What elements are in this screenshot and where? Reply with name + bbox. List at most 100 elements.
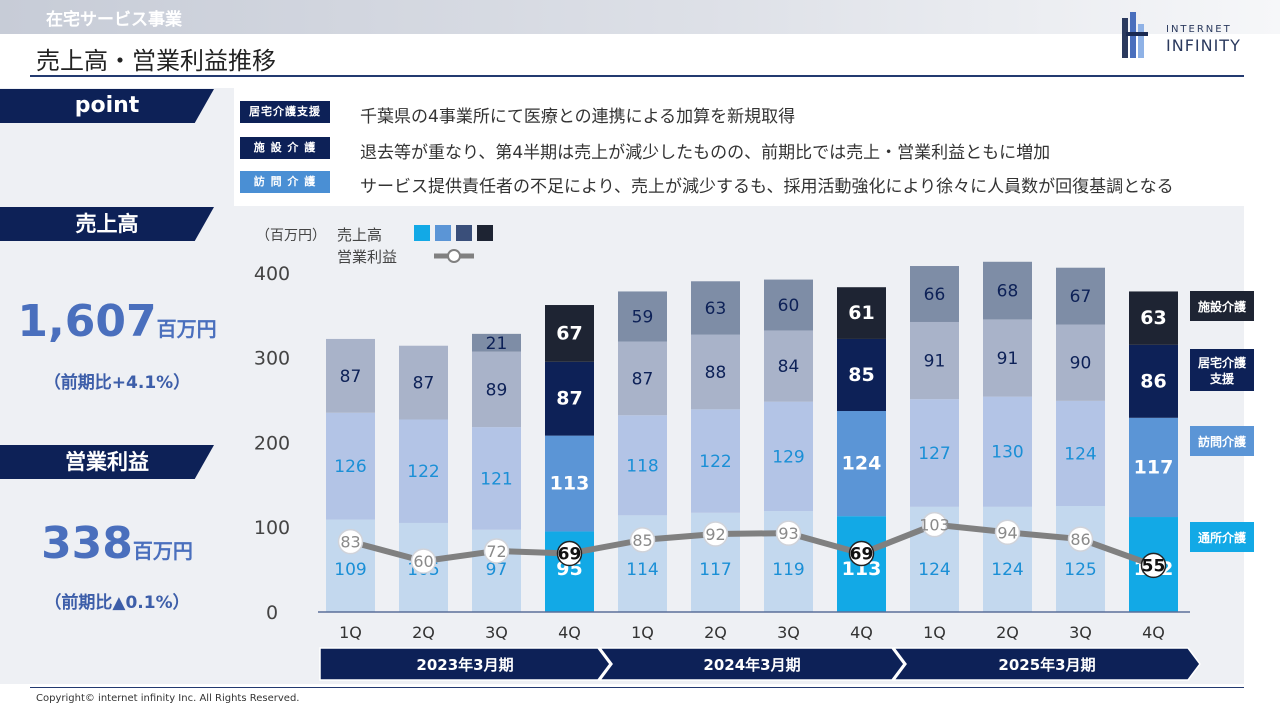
x-tick-label: 2Q — [996, 623, 1019, 642]
profit-value-label: 85 — [632, 531, 652, 550]
note-text: 退去等が重なり、第4半期は売上が減少したものの、前期比では売上・営業利益ともに増… — [360, 143, 1051, 163]
section-label: 在宅サービス事業 — [46, 10, 182, 30]
bar-value-label: 85 — [848, 364, 874, 386]
note-text: 千葉県の4事業所にて医療との連携による加算を新規取得 — [360, 107, 796, 127]
bar-segment — [545, 361, 594, 436]
x-tick-label: 1Q — [923, 623, 946, 642]
segment-label-text: 訪問介護 — [1198, 434, 1247, 449]
y-tick-label: 0 — [266, 602, 278, 624]
profit-marker — [994, 519, 1021, 546]
bar-value-label: 90 — [1070, 354, 1092, 374]
sales-yoy: （前期比+4.1%） — [43, 373, 191, 393]
y-tick-label: 400 — [254, 263, 290, 285]
y-tick-label: 100 — [254, 517, 290, 539]
title-divider — [30, 75, 1244, 77]
bar-value-label: 125 — [1064, 560, 1096, 580]
bar-value-label: 67 — [556, 322, 582, 344]
bar-segment — [983, 396, 1032, 507]
bar-segment — [472, 427, 521, 530]
bar-value-label: 87 — [556, 388, 582, 410]
bar-segment — [326, 338, 375, 413]
bar-segment — [910, 266, 959, 322]
bar-segment — [983, 261, 1032, 320]
legend-sales-swatch — [456, 225, 472, 241]
bar-value-label: 86 — [1140, 370, 1166, 392]
bar-value-label: 130 — [991, 443, 1023, 463]
bar-value-label: 113 — [550, 473, 590, 495]
bar-value-label: 97 — [486, 560, 508, 580]
bar-segment — [910, 399, 959, 507]
bar-segment — [472, 351, 521, 428]
profit-marker — [556, 540, 583, 567]
sales-total: 1,607百万円 — [0, 296, 234, 347]
header-band — [0, 0, 1280, 34]
profit-value-label: 60 — [413, 552, 433, 571]
bar-value-label: 129 — [772, 447, 804, 467]
bar-segment — [1129, 344, 1178, 418]
profit-marker — [337, 528, 364, 555]
x-tick-label: 3Q — [1069, 623, 1092, 642]
copyright-text: Copyright© internet infinity Inc. All Ri… — [36, 693, 300, 704]
summary-panel — [0, 88, 234, 684]
segment-label-text: 居宅介護 — [1198, 355, 1247, 370]
sales-total-unit: 百万円 — [156, 317, 217, 341]
profit-value-label: 69 — [850, 544, 874, 564]
profit-marker — [1140, 552, 1167, 579]
bar-value-label: 87 — [340, 367, 362, 387]
bar-value-label: 124 — [918, 560, 950, 580]
bar-value-label: 124 — [1064, 444, 1096, 464]
bar-segment — [1056, 267, 1105, 325]
segment-label-text: 支援 — [1209, 371, 1235, 386]
bar-segment — [837, 287, 886, 339]
bar-segment — [764, 279, 813, 331]
segment-label-text: 施設介護 — [1198, 299, 1247, 314]
note-tag: 居宅介護支援 — [240, 101, 330, 123]
legend-profit-label: 営業利益 — [337, 248, 397, 266]
bar-value-label: 61 — [848, 302, 874, 324]
bar-segment — [545, 435, 594, 532]
notes-panel — [234, 88, 1244, 204]
profit-marker — [702, 521, 729, 547]
profit-line — [349, 521, 1155, 569]
profit-total: 338百万円 — [0, 518, 234, 569]
bar-value-label: 63 — [705, 299, 727, 319]
legend-sales-swatch — [435, 225, 451, 241]
y-tick-label: 300 — [254, 348, 290, 370]
bar-segment — [618, 341, 667, 416]
company-logo-icon — [1122, 12, 1148, 58]
bar-value-label: 117 — [1134, 456, 1174, 478]
x-tick-label: 4Q — [850, 623, 873, 642]
bar-value-label: 87 — [413, 374, 435, 394]
legend-sales-label: 売上高 — [337, 226, 382, 244]
bar-segment — [1056, 506, 1105, 612]
bar-segment — [764, 330, 813, 402]
bar-value-label: 118 — [626, 456, 658, 476]
bar-value-label: 67 — [1070, 287, 1092, 307]
profit-marker — [848, 540, 875, 567]
period-label: 2023年3月期 — [416, 656, 513, 674]
bar-value-label: 89 — [486, 380, 508, 400]
y-tick-label: 200 — [254, 432, 290, 454]
bar-value-label: 127 — [918, 444, 950, 464]
profit-marker — [410, 548, 437, 574]
bar-value-label: 66 — [924, 285, 946, 305]
period-chevron — [892, 647, 1201, 681]
point-banner: point — [0, 89, 214, 123]
bar-value-label: 114 — [626, 560, 658, 580]
profit-value-label: 69 — [558, 544, 582, 564]
bar-segment — [764, 401, 813, 512]
profit-marker — [483, 538, 510, 564]
segment-label-text: 通所介護 — [1198, 530, 1247, 545]
footer-divider — [30, 687, 1244, 688]
bar-segment — [472, 333, 521, 352]
profit-marker — [1067, 526, 1094, 552]
bar-segment — [399, 345, 448, 420]
bar-value-label: 124 — [991, 560, 1023, 580]
period-label: 2025年3月期 — [998, 656, 1095, 674]
x-tick-label: 3Q — [485, 623, 508, 642]
note-text: サービス提供責任者の不足により、売上が減少するも、採用活動強化により徐々に人員数… — [360, 177, 1174, 197]
bar-segment — [618, 415, 667, 516]
bar-segment — [399, 419, 448, 523]
bar-segment — [837, 338, 886, 412]
x-tick-label: 4Q — [558, 623, 581, 642]
